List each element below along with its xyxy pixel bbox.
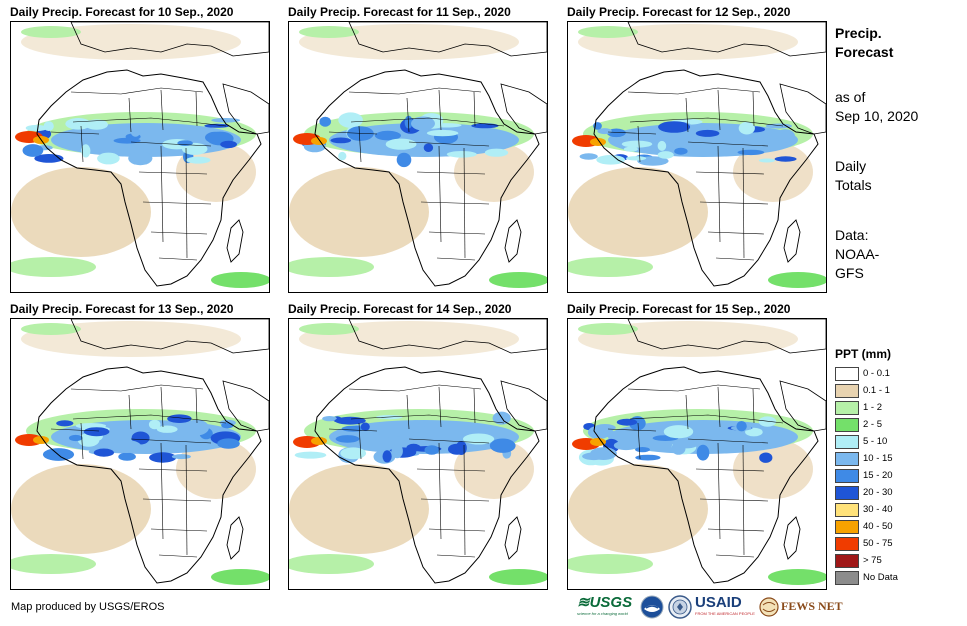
africa-precip-map <box>11 319 269 585</box>
usgs-logo-text: USGS <box>589 594 633 611</box>
legend-label: 2 - 5 <box>863 419 883 430</box>
asof-date: Sep 10, 2020 <box>835 108 919 124</box>
legend-swatch <box>835 384 859 398</box>
dos-logo <box>668 595 692 619</box>
asof-label: as of <box>835 89 866 105</box>
panel-title: Daily Precip. Forecast for 13 Sep., 2020 <box>10 302 234 316</box>
legend-label: > 75 <box>863 555 882 566</box>
legend-label: 20 - 30 <box>863 487 893 498</box>
fewsnet-logo: FEWS NET <box>759 595 843 619</box>
legend-label: 40 - 50 <box>863 521 893 532</box>
data-line-1: Data: <box>835 227 869 243</box>
precip-map <box>288 21 548 293</box>
panel-title: Daily Precip. Forecast for 10 Sep., 2020 <box>10 5 234 19</box>
dos-seal-icon <box>668 595 692 619</box>
noaa-seal-icon <box>640 595 664 619</box>
legend-swatch <box>835 554 859 568</box>
africa-precip-map <box>568 22 826 288</box>
usaid-tagline: FROM THE AMERICAN PEOPLE <box>695 611 755 616</box>
legend-swatch <box>835 503 859 517</box>
africa-precip-map <box>289 319 547 585</box>
side-title-1: Precip. <box>835 25 882 41</box>
precip-map <box>567 318 827 590</box>
legend-label: No Data <box>863 572 898 583</box>
usaid-logo: USAID FROM THE AMERICAN PEOPLE <box>695 595 757 619</box>
usgs-logo: ≋USGS science for a changing world <box>577 595 635 619</box>
precip-map <box>288 318 548 590</box>
map-credit: Map produced by USGS/EROS <box>11 601 165 613</box>
legend-swatch <box>835 435 859 449</box>
usgs-tagline: science for a changing world <box>577 611 628 616</box>
legend-label: 1 - 2 <box>863 402 883 413</box>
side-title-2: Forecast <box>835 44 894 60</box>
panel-title: Daily Precip. Forecast for 12 Sep., 2020 <box>567 5 791 19</box>
totals-line-2: Totals <box>835 177 872 193</box>
legend-swatch <box>835 520 859 534</box>
legend-swatch <box>835 418 859 432</box>
panel-title: Daily Precip. Forecast for 15 Sep., 2020 <box>567 302 791 316</box>
precip-map <box>10 21 270 293</box>
panel-title: Daily Precip. Forecast for 11 Sep., 2020 <box>288 5 511 19</box>
legend-label: 0.1 - 1 <box>863 385 890 396</box>
legend-swatch <box>835 537 859 551</box>
legend-label: 50 - 75 <box>863 538 893 549</box>
legend-label: 30 - 40 <box>863 504 893 515</box>
agency-logos: ≋USGS science for a changing world USAID… <box>577 595 843 621</box>
legend-swatch <box>835 571 859 585</box>
africa-precip-map <box>568 319 826 585</box>
africa-precip-map <box>289 22 547 288</box>
data-line-2: NOAA- <box>835 246 880 262</box>
noaa-logo <box>640 595 664 619</box>
legend-swatch <box>835 469 859 483</box>
usaid-logo-text: USAID <box>695 594 742 611</box>
precip-map <box>10 318 270 590</box>
precip-map <box>567 21 827 293</box>
side-info: Precip. Forecast as of Sep 10, 2020 Dail… <box>835 24 960 283</box>
data-line-3: GFS <box>835 265 864 281</box>
africa-precip-map <box>11 22 269 288</box>
legend-swatch <box>835 367 859 381</box>
legend-title: PPT (mm) <box>835 347 892 361</box>
fewsnet-globe-icon <box>759 597 779 617</box>
legend-label: 0 - 0.1 <box>863 368 890 379</box>
legend-label: 15 - 20 <box>863 470 893 481</box>
legend-swatch <box>835 452 859 466</box>
totals-line-1: Daily <box>835 158 867 174</box>
legend-swatch <box>835 486 859 500</box>
panel-title: Daily Precip. Forecast for 14 Sep., 2020 <box>288 302 512 316</box>
legend-swatch <box>835 401 859 415</box>
legend-label: 5 - 10 <box>863 436 888 447</box>
legend-label: 10 - 15 <box>863 453 893 464</box>
fewsnet-logo-text: FEWS NET <box>781 599 843 613</box>
